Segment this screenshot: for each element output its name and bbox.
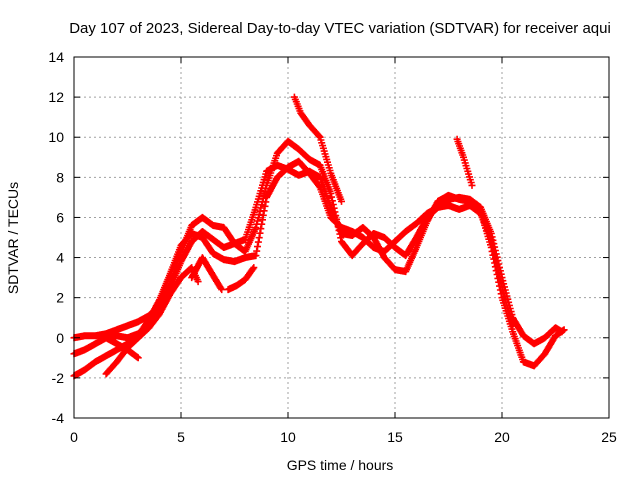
y-tick-label: 2 [56,290,64,306]
x-tick-label: 20 [494,429,510,445]
x-axis-label: GPS time / hours [287,457,394,473]
series-marks [102,264,202,378]
series-marks [224,264,258,294]
plot-frame [73,56,610,419]
series-trace-d [102,264,202,378]
x-tick-label: 0 [70,429,78,445]
x-tick-label: 5 [177,429,185,445]
y-axis-label: SDTVAR / TECUs [5,182,21,294]
series-marks [290,93,345,205]
series-trace-c [70,157,517,380]
series-trace-f [102,334,142,362]
series-trace-h [224,264,258,294]
x-tick-label: 25 [601,429,617,445]
series-marks [102,334,142,362]
grid-lines [74,57,609,418]
y-tick-label: -2 [52,370,65,386]
axis-ticks: 0 5 10 15 20 25 -4 -2 0 2 4 6 8 10 12 14 [48,49,617,445]
series-trace-g [188,254,226,294]
chart-title: Day 107 of 2023, Sidereal Day-to-day VTE… [69,20,611,37]
series-marks [70,157,517,380]
series-marks [188,254,226,294]
y-tick-label: 0 [56,330,64,346]
x-tick-label: 15 [387,429,403,445]
y-tick-label: -4 [52,410,65,426]
series-trace-i [453,135,476,189]
series-trace-e [290,93,345,205]
data-series [70,93,568,380]
y-tick-label: 4 [56,250,64,266]
y-tick-label: 14 [48,49,64,65]
y-tick-label: 8 [56,169,64,185]
series-marks [453,135,476,189]
y-tick-label: 6 [56,209,64,225]
y-tick-label: 10 [48,129,64,145]
x-tick-label: 10 [280,429,296,445]
y-tick-label: 12 [48,89,64,105]
